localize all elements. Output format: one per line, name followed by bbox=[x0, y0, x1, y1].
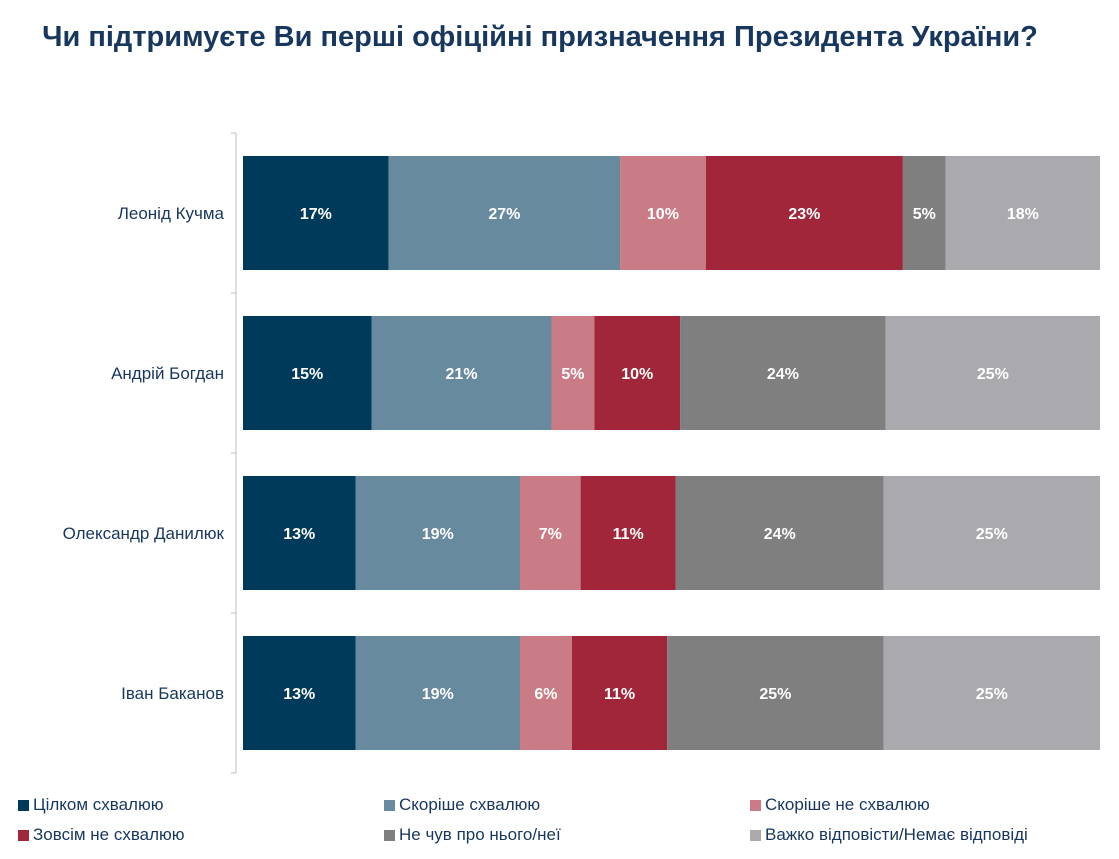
legend-label: Цілком схвалюю bbox=[33, 795, 164, 814]
legend-label: Скоріше схвалюю bbox=[399, 795, 541, 814]
bar-segment bbox=[620, 156, 706, 270]
category-label: Олександр Данилюк bbox=[63, 524, 225, 543]
legend-swatch bbox=[750, 799, 761, 811]
data-label: 5% bbox=[561, 366, 584, 383]
legend-swatch bbox=[384, 799, 395, 811]
legend-item: Скоріше схвалюю bbox=[384, 795, 540, 815]
bar-segment bbox=[520, 476, 581, 590]
legend-swatch bbox=[384, 829, 395, 841]
data-label: 15% bbox=[291, 366, 323, 383]
bar-segment bbox=[520, 636, 572, 750]
data-label: 13% bbox=[283, 526, 315, 543]
bar-segment bbox=[667, 636, 884, 750]
legend-swatch bbox=[18, 799, 29, 811]
legend-label: Не чув про нього/неї bbox=[399, 825, 561, 844]
bar-segment bbox=[594, 316, 681, 430]
data-label: 21% bbox=[446, 366, 478, 383]
data-label: 19% bbox=[422, 526, 454, 543]
legend-item: Не чув про нього/неї bbox=[384, 825, 561, 845]
data-label: 25% bbox=[976, 686, 1008, 703]
bar-segment bbox=[705, 156, 903, 270]
bar-segment bbox=[675, 476, 884, 590]
data-label: 11% bbox=[613, 526, 644, 543]
category-label: Андрій Богдан bbox=[111, 364, 224, 383]
category-label: Леонід Кучма bbox=[118, 204, 225, 223]
data-label: 11% bbox=[604, 686, 635, 703]
bar-segment bbox=[945, 156, 1100, 270]
bar-segment bbox=[902, 156, 946, 270]
data-label: 25% bbox=[977, 366, 1009, 383]
stacked-bar-chart: Леонід Кучма 17% 27% 10% 23% 5% 18% Андрій Богд… bbox=[63, 132, 1100, 774]
bar-segment bbox=[571, 636, 668, 750]
data-label: 25% bbox=[759, 686, 791, 703]
legend-label: Скоріше не схвалюю bbox=[765, 795, 930, 814]
legend-label: Зовсім не схвалюю bbox=[33, 825, 185, 844]
data-label: 6% bbox=[534, 686, 557, 703]
legend-item: Зовсім не схвалюю bbox=[18, 825, 185, 845]
bar-segment bbox=[243, 636, 356, 750]
data-label: 27% bbox=[488, 206, 520, 223]
legend-swatch bbox=[18, 829, 29, 841]
bar-segment bbox=[243, 316, 372, 430]
bar-segment bbox=[355, 476, 521, 590]
bar-segment bbox=[885, 316, 1100, 430]
data-label: 5% bbox=[913, 206, 936, 223]
data-label: 25% bbox=[976, 526, 1008, 543]
legend-label: Важко відповісти/Немає відповіді bbox=[765, 825, 1028, 844]
bar-segment bbox=[371, 316, 552, 430]
category-label: Іван Баканов bbox=[121, 684, 224, 703]
chart-title: Чи підтримуєте Ви перші офіційні признач… bbox=[42, 21, 1038, 53]
data-label: 23% bbox=[788, 206, 820, 223]
data-label: 24% bbox=[764, 526, 796, 543]
data-label: 17% bbox=[300, 206, 332, 223]
data-label: 10% bbox=[621, 366, 653, 383]
bar-segment bbox=[243, 476, 356, 590]
bar-segment bbox=[580, 476, 676, 590]
legend-item: Важко відповісти/Немає відповіді bbox=[750, 825, 1028, 845]
bar-segment bbox=[388, 156, 621, 270]
data-label: 13% bbox=[283, 686, 315, 703]
data-label: 10% bbox=[647, 206, 679, 223]
data-label: 18% bbox=[1007, 206, 1039, 223]
bar-segment bbox=[680, 316, 886, 430]
bar-segment bbox=[883, 636, 1100, 750]
data-label: 7% bbox=[539, 526, 562, 543]
data-label: 19% bbox=[422, 686, 454, 703]
bar-segment bbox=[243, 156, 389, 270]
legend-item: Скоріше не схвалюю bbox=[750, 795, 930, 815]
legend-item: Цілком схвалюю bbox=[18, 795, 163, 815]
legend-swatch bbox=[750, 829, 761, 841]
data-label: 24% bbox=[767, 366, 799, 383]
bar-segment bbox=[551, 316, 595, 430]
bar-segment bbox=[355, 636, 521, 750]
bar-segment bbox=[883, 476, 1100, 590]
